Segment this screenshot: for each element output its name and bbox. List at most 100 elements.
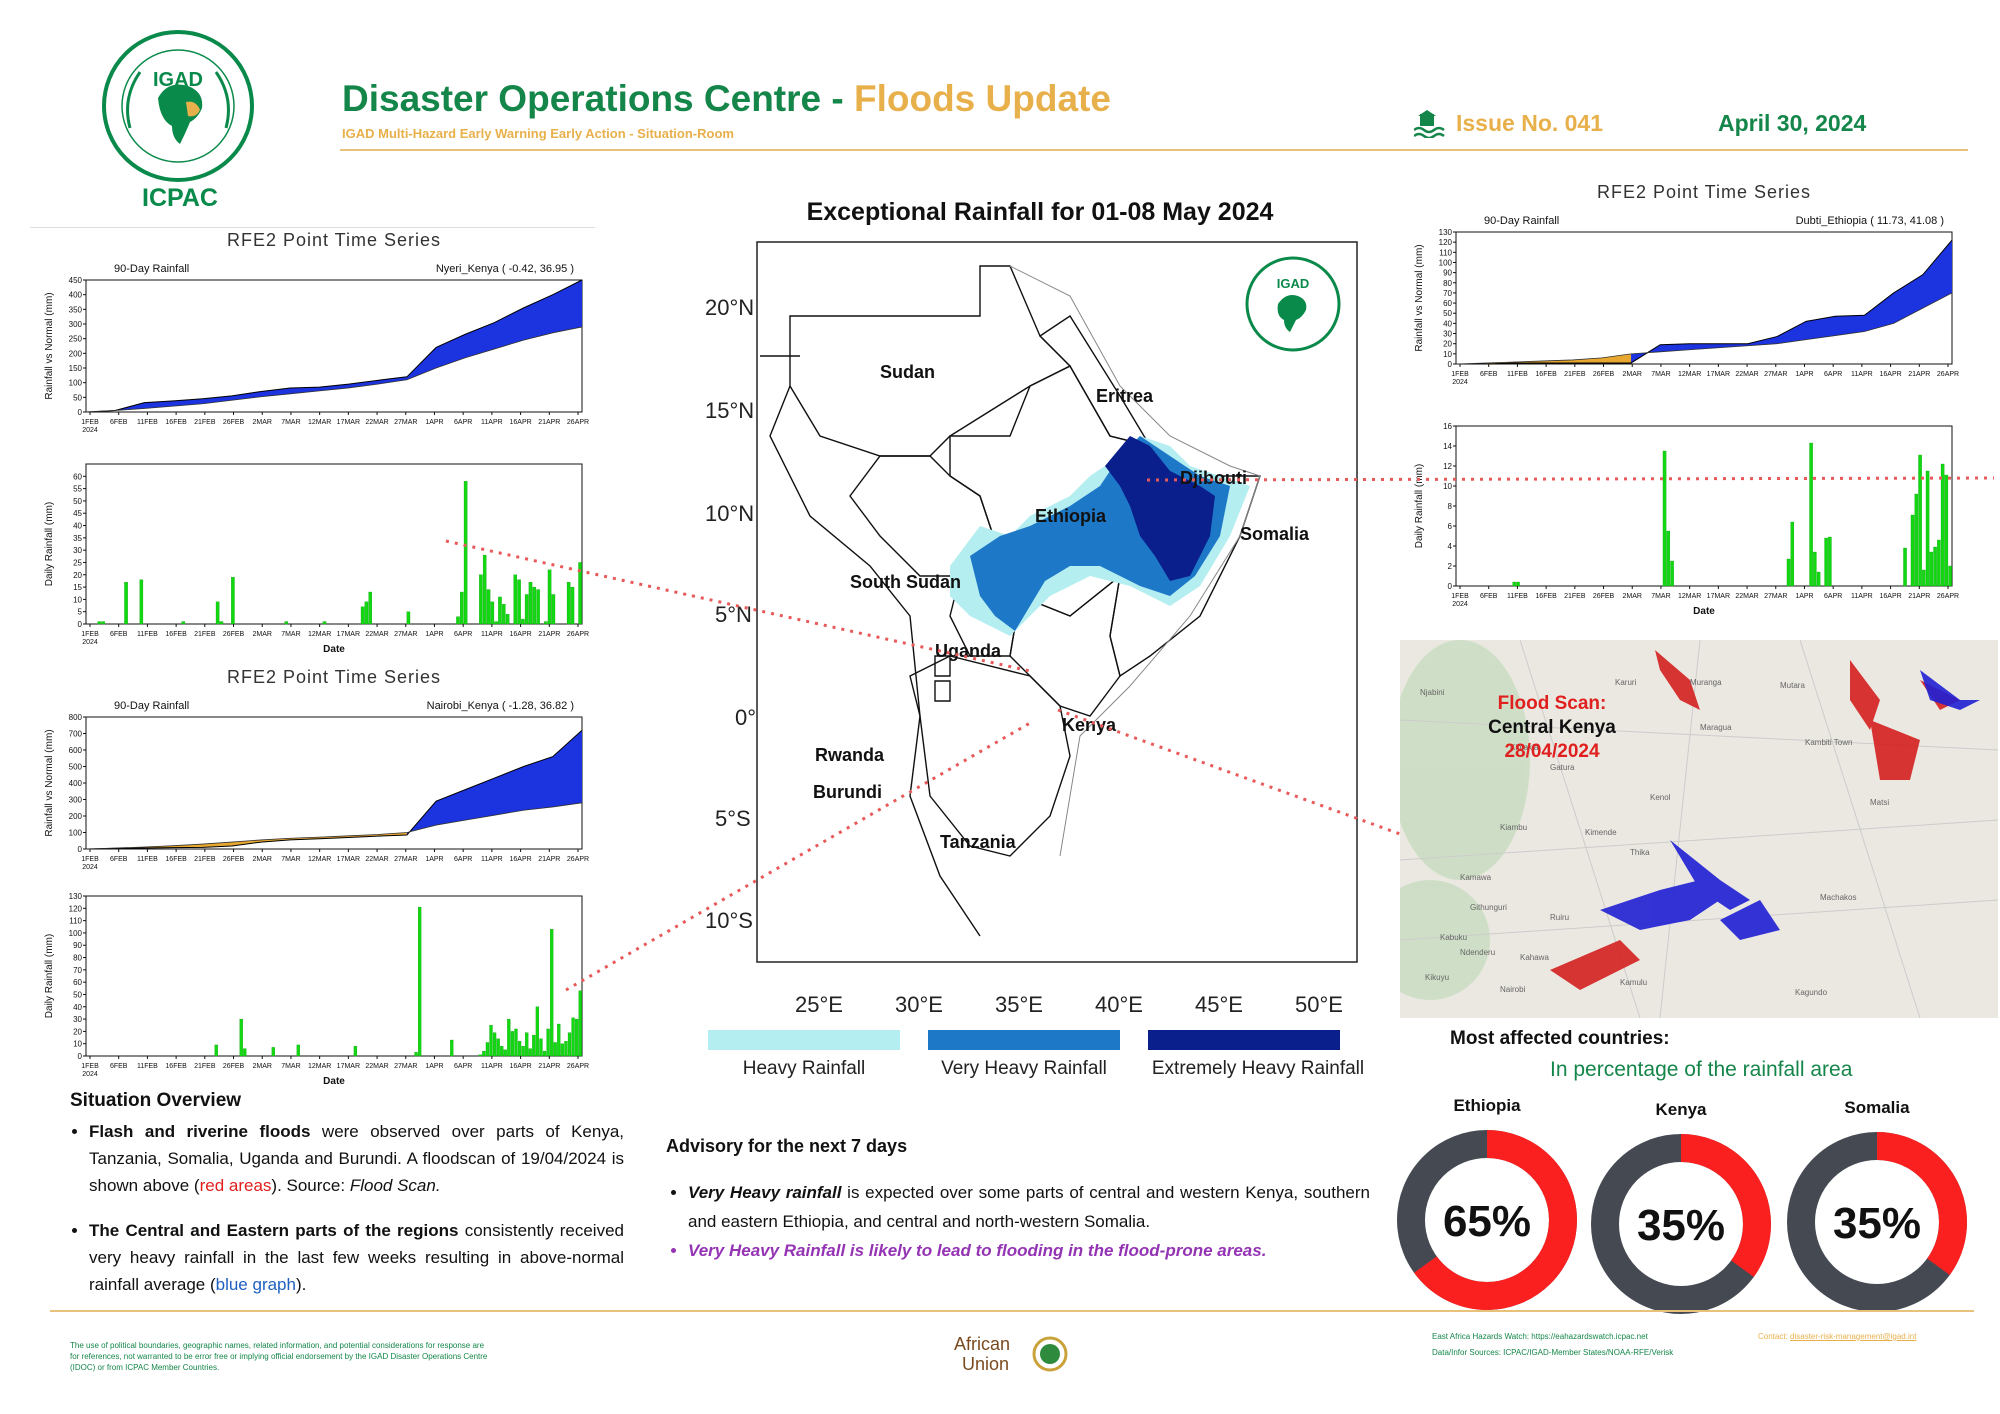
connector-dubti xyxy=(1146,476,1995,482)
x-tick-label: 12MAR xyxy=(308,631,331,638)
x-tick-label: 2024 xyxy=(82,427,98,434)
daily-bar xyxy=(532,586,537,625)
svg-text:Kabuku: Kabuku xyxy=(1440,933,1467,942)
chart-title: RFE2 Point Time Series xyxy=(1597,182,1811,202)
x-tick-label: 7MAR xyxy=(1651,593,1670,600)
daily-bar xyxy=(322,621,327,625)
x-tick-label: 27MAR xyxy=(1764,371,1787,378)
lat-tick: 20°N xyxy=(705,295,754,320)
y-tick-label: 300 xyxy=(69,796,83,805)
daily-bar xyxy=(1933,546,1937,587)
contact-email-link[interactable]: disaster-risk-management@igad.int xyxy=(1790,1332,1917,1341)
country-label: Rwanda xyxy=(815,745,885,765)
x-tick-label: 16APR xyxy=(1879,371,1901,378)
y-axis-label: Daily Rainfall (mm) xyxy=(1414,464,1425,548)
x-tick-label: 1FEB xyxy=(81,856,99,863)
chart-title: RFE2 Point Time Series xyxy=(227,230,441,250)
y-tick-label: 110 xyxy=(69,917,82,926)
country-label: Eritrea xyxy=(1096,386,1154,406)
country-label: South Sudan xyxy=(850,572,961,592)
x-tick-label: 16APR xyxy=(509,631,531,638)
connector-nairobi xyxy=(565,721,1031,992)
x-tick-label: 21APR xyxy=(1908,371,1930,378)
y-tick-label: 0 xyxy=(1448,582,1453,591)
affected-title: Most affected countries: xyxy=(1450,1028,1670,1049)
x-tick-label: 26FEB xyxy=(223,631,245,638)
x-tick-label: 12MAR xyxy=(308,856,331,863)
x-tick-label: 6FEB xyxy=(1480,371,1498,378)
y-tick-label: 20 xyxy=(73,1027,82,1036)
advisory-title: Advisory for the next 7 days xyxy=(666,1136,908,1156)
map-igad-logo: IGAD xyxy=(1245,256,1341,352)
page-subtitle: IGAD Multi-Hazard Early Warning Early Ac… xyxy=(342,126,734,141)
svg-text:Machakos: Machakos xyxy=(1820,893,1856,902)
x-tick-label: 17MAR xyxy=(337,1063,360,1070)
y-tick-label: 10 xyxy=(1443,482,1452,491)
svg-text:Kagundo: Kagundo xyxy=(1795,988,1828,997)
chart-subtitle-right: Nyeri_Kenya ( -0.42, 36.95 ) xyxy=(436,263,574,275)
x-tick-label: 6APR xyxy=(1824,593,1842,600)
daily-bar xyxy=(564,1041,568,1057)
daily-bar xyxy=(1940,463,1945,587)
x-tick-label: 11FEB xyxy=(137,1063,158,1070)
x-tick-label: 2024 xyxy=(1452,601,1468,608)
page-title: Disaster Operations Centre - Floods Upda… xyxy=(342,78,1111,120)
daily-bar xyxy=(1816,571,1821,587)
x-tick-label: 27MAR xyxy=(394,1063,417,1070)
situation-list: Flash and riverine floods were observed … xyxy=(68,1118,624,1316)
x-tick-label: 1APR xyxy=(425,856,443,863)
daily-bar xyxy=(551,594,556,625)
y-tick-label: 12 xyxy=(1443,462,1452,471)
contact: Contact: disaster-risk-management@igad.i… xyxy=(1758,1332,1917,1341)
daily-bar xyxy=(368,591,373,625)
daily-bar xyxy=(271,1047,275,1057)
daily-bar xyxy=(525,1032,529,1057)
hazards-watch-link[interactable]: East Africa Hazards Watch: https://eahaz… xyxy=(1432,1332,1648,1341)
legend-very-heavy-label: Very Heavy Rainfall xyxy=(941,1058,1107,1079)
daily-bar xyxy=(510,1031,515,1057)
donut-value-arc xyxy=(1397,1130,1577,1310)
rainfall-map: 20°N 15°N 10°N 5°N 0° 5°S 10°S 25°E 30°E… xyxy=(705,241,1358,1017)
daily-bar xyxy=(1914,493,1919,587)
y-tick-label: 10 xyxy=(1443,350,1452,359)
lon-tick: 30°E xyxy=(895,992,943,1017)
header-divider xyxy=(340,149,1968,151)
x-tick-label: 1FEB xyxy=(81,1063,99,1070)
x-tick-label: 6APR xyxy=(454,631,472,638)
y-axis-label: Daily Rainfall (mm) xyxy=(44,934,55,1018)
y-tick-label: 50 xyxy=(73,497,82,506)
igad-logo: IGAD xyxy=(102,30,254,182)
lat-tick: 0° xyxy=(735,705,756,730)
svg-text:Karuri: Karuri xyxy=(1615,678,1637,687)
x-tick-label: 26FEB xyxy=(223,419,245,426)
daily-bar xyxy=(492,1032,497,1057)
place-names: Njabini Karuri Muranga Kambiti Town Mara… xyxy=(1420,678,1889,997)
x-tick-label: 21APR xyxy=(538,1063,560,1070)
daily-bar xyxy=(535,1006,540,1057)
svg-text:Githunguri: Githunguri xyxy=(1470,903,1507,912)
y-tick-label: 0 xyxy=(78,1052,83,1061)
daily-bar xyxy=(532,1034,536,1057)
x-tick-label: 17MAR xyxy=(337,419,360,426)
x-tick-label: 12MAR xyxy=(1678,371,1701,378)
donut-somalia: Somalia 35% xyxy=(1782,1098,1972,1314)
daily-bar xyxy=(550,929,554,1057)
daily-bar xyxy=(124,582,128,625)
daily-bar xyxy=(1824,537,1828,587)
daily-bar xyxy=(507,1018,511,1057)
y-tick-label: 80 xyxy=(73,954,82,963)
daily-bar xyxy=(482,1050,486,1057)
lat-tick: 10°S xyxy=(705,908,753,933)
x-tick-label: 26FEB xyxy=(223,1063,245,1070)
daily-bar xyxy=(1666,530,1671,587)
y-tick-label: 60 xyxy=(73,978,82,987)
x-tick-label: 7MAR xyxy=(281,1063,300,1070)
daily-bar xyxy=(181,621,186,625)
daily-bar xyxy=(542,1050,547,1057)
y-tick-label: 60 xyxy=(73,472,82,481)
x-tick-label: 7MAR xyxy=(1651,371,1670,378)
daily-bar xyxy=(505,614,510,625)
x-tick-label: 21FEB xyxy=(194,631,216,638)
time-series-svg: RFE2 Point Time Series 90-Day Rainfall Dub… xyxy=(1414,182,1959,386)
